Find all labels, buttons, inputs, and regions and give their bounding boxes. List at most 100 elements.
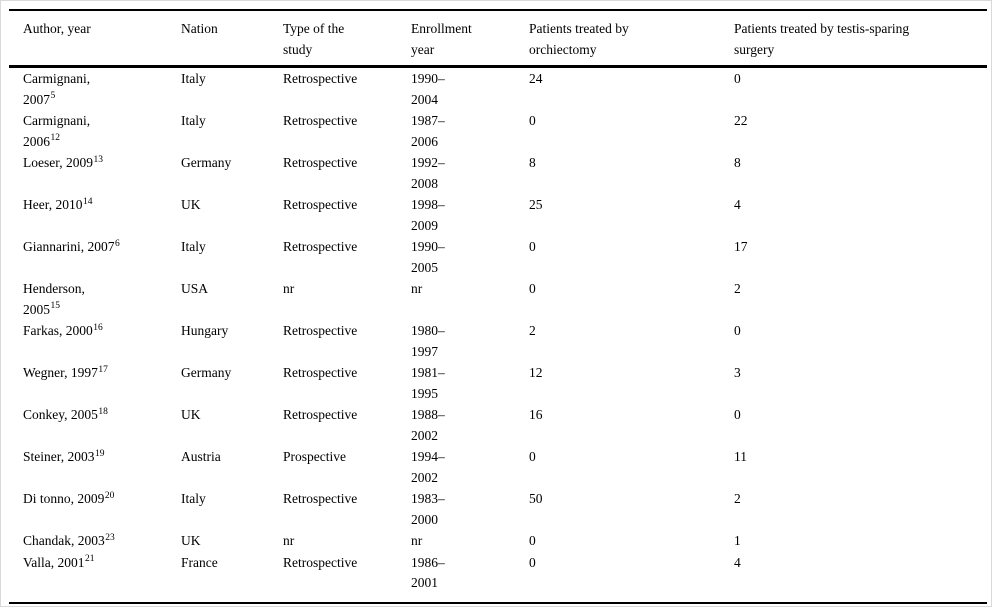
orchiectomy-count-cell: 12 bbox=[515, 362, 720, 404]
enrollment-year-text: nr bbox=[411, 281, 423, 296]
enrollment-year-cell: nr bbox=[397, 278, 515, 320]
author-year-text: Carmignani, 2006 bbox=[23, 113, 91, 149]
testis-sparing-count-cell: 4 bbox=[720, 552, 987, 594]
nation-text: France bbox=[181, 554, 218, 570]
table-row: Heer, 201014 UK Retrospective 1998– 2009… bbox=[9, 194, 987, 236]
orchiectomy-count-cell: 0 bbox=[515, 446, 720, 488]
enrollment-year-text: 1998– 2009 bbox=[411, 197, 445, 233]
orchiectomy-count-text: 25 bbox=[529, 197, 543, 212]
author-year-cell: Loeser, 200913 bbox=[9, 152, 167, 194]
study-type-text: Prospective bbox=[283, 449, 346, 464]
study-type-text: Retrospective bbox=[283, 323, 358, 338]
study-type-text: nr bbox=[283, 533, 295, 548]
study-type-cell: Retrospective bbox=[269, 404, 397, 446]
testis-sparing-count-text: 0 bbox=[734, 407, 741, 422]
nation-cell: UK bbox=[167, 530, 269, 552]
reference-superscript: 20 bbox=[104, 490, 115, 501]
col-header-enrollment-year: Enrollment year bbox=[397, 11, 515, 68]
nation-text: UK bbox=[181, 407, 201, 422]
enrollment-year-cell: 1980– 1997 bbox=[397, 320, 515, 362]
testis-sparing-count-cell: 22 bbox=[720, 110, 987, 152]
author-year-cell: Conkey, 200518 bbox=[9, 404, 167, 446]
nation-cell: Hungary bbox=[167, 320, 269, 362]
col-header-nation: Nation bbox=[167, 11, 269, 68]
nation-text: Germany bbox=[181, 365, 232, 380]
author-year-text: Farkas, 2000 bbox=[23, 323, 93, 338]
author-year-text: Di tonno, 2009 bbox=[23, 491, 105, 506]
author-year-cell: Steiner, 200319 bbox=[9, 446, 167, 488]
author-year-text: Conkey, 2005 bbox=[23, 407, 98, 422]
testis-sparing-count-text: 1 bbox=[734, 533, 741, 548]
testis-sparing-count-text: 4 bbox=[734, 554, 741, 570]
orchiectomy-count-cell: 0 bbox=[515, 552, 720, 594]
orchiectomy-count-text: 8 bbox=[529, 155, 536, 170]
orchiectomy-count-cell: 2 bbox=[515, 320, 720, 362]
nation-cell: Italy bbox=[167, 488, 269, 530]
study-type-cell: Prospective bbox=[269, 446, 397, 488]
nation-text: Austria bbox=[181, 449, 221, 464]
study-type-cell: Retrospective bbox=[269, 362, 397, 404]
reference-superscript: 15 bbox=[50, 301, 61, 311]
enrollment-year-text: 1994– 2002 bbox=[411, 449, 445, 485]
reference-superscript: 18 bbox=[98, 406, 108, 417]
reference-superscript: 13 bbox=[93, 154, 103, 165]
orchiectomy-count-text: 0 bbox=[529, 449, 536, 464]
enrollment-year-cell: 1987– 2006 bbox=[397, 110, 515, 152]
nation-cell: Austria bbox=[167, 446, 269, 488]
study-type-cell: Retrospective bbox=[269, 488, 397, 530]
enrollment-year-text: 1992– 2008 bbox=[411, 155, 445, 191]
enrollment-year-cell: 1986– 2001 bbox=[397, 552, 515, 594]
testis-sparing-count-text: 3 bbox=[734, 365, 741, 380]
header-row: Author, year Nation Type of the study En… bbox=[9, 11, 987, 68]
orchiectomy-count-cell: 16 bbox=[515, 404, 720, 446]
testis-sparing-count-cell: 11 bbox=[720, 446, 987, 488]
orchiectomy-count-cell: 8 bbox=[515, 152, 720, 194]
author-year-cell: Carmignani, 20075 bbox=[9, 67, 167, 111]
testis-sparing-count-text: 22 bbox=[734, 113, 748, 128]
orchiectomy-count-text: 16 bbox=[529, 407, 543, 422]
author-year-text: Steiner, 2003 bbox=[23, 449, 95, 464]
author-year-cell: Valla, 200121 bbox=[9, 552, 167, 594]
testis-sparing-count-text: 2 bbox=[734, 281, 741, 296]
enrollment-year-cell: 1998– 2009 bbox=[397, 194, 515, 236]
nation-text: UK bbox=[181, 533, 201, 548]
testis-sparing-count-cell: 0 bbox=[720, 404, 987, 446]
reference-superscript: 6 bbox=[114, 238, 120, 249]
reference-superscript: 23 bbox=[105, 532, 115, 543]
author-year-cell: Farkas, 200016 bbox=[9, 320, 167, 362]
orchiectomy-count-text: 0 bbox=[529, 554, 536, 570]
orchiectomy-count-cell: 25 bbox=[515, 194, 720, 236]
orchiectomy-count-text: 0 bbox=[529, 281, 536, 296]
enrollment-year-text: 1980– 1997 bbox=[411, 323, 445, 359]
table-row: Giannarini, 20076 Italy Retrospective 19… bbox=[9, 236, 987, 278]
orchiectomy-count-text: 0 bbox=[529, 239, 536, 254]
nation-cell: UK bbox=[167, 194, 269, 236]
reference-superscript: 14 bbox=[82, 196, 93, 207]
table-row: Farkas, 200016 Hungary Retrospective 198… bbox=[9, 320, 987, 362]
study-type-cell: Retrospective bbox=[269, 194, 397, 236]
table-body: Carmignani, 20075 Italy Retrospective 19… bbox=[9, 67, 987, 594]
enrollment-year-text: nr bbox=[411, 533, 423, 548]
orchiectomy-count-text: 50 bbox=[529, 491, 543, 506]
testis-sparing-count-text: 11 bbox=[734, 449, 747, 464]
orchiectomy-count-cell: 24 bbox=[515, 67, 720, 111]
study-type-cell: Retrospective bbox=[269, 552, 397, 594]
nation-text: Germany bbox=[181, 155, 232, 170]
reference-superscript: 12 bbox=[50, 133, 61, 143]
enrollment-year-cell: nr bbox=[397, 530, 515, 552]
testis-sparing-count-text: 8 bbox=[734, 155, 741, 170]
testis-sparing-count-cell: 1 bbox=[720, 530, 987, 552]
table-row: Chandak, 200323 UK nr nr 0 1 bbox=[9, 530, 987, 552]
testis-sparing-count-cell: 0 bbox=[720, 67, 987, 111]
study-type-cell: Retrospective bbox=[269, 320, 397, 362]
enrollment-year-text: 1981– 1995 bbox=[411, 365, 445, 401]
reference-superscript: 16 bbox=[93, 322, 103, 333]
enrollment-year-cell: 1994– 2002 bbox=[397, 446, 515, 488]
orchiectomy-count-text: 12 bbox=[529, 365, 543, 380]
col-header-nation-label: Nation bbox=[181, 21, 218, 36]
enrollment-year-text: 1988– 2002 bbox=[411, 407, 445, 443]
study-type-cell: nr bbox=[269, 278, 397, 320]
enrollment-year-text: 1990– 2004 bbox=[411, 71, 445, 107]
table-row: Conkey, 200518 UK Retrospective 1988– 20… bbox=[9, 404, 987, 446]
